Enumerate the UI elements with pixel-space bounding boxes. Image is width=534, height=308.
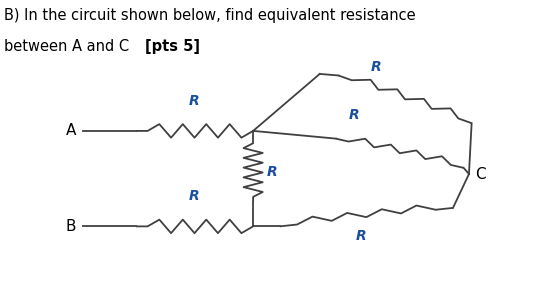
Text: [pts 5]: [pts 5] — [145, 38, 200, 54]
Text: between A and C: between A and C — [4, 38, 134, 54]
Text: R: R — [356, 229, 366, 243]
Text: A: A — [66, 124, 76, 138]
Text: R: R — [189, 94, 200, 108]
Text: B: B — [66, 219, 76, 234]
Text: R: R — [371, 60, 381, 74]
Text: R: R — [349, 108, 360, 122]
Text: R: R — [266, 165, 277, 180]
Text: R: R — [189, 189, 200, 203]
Text: C: C — [475, 167, 486, 181]
Text: B) In the circuit shown below, find equivalent resistance: B) In the circuit shown below, find equi… — [4, 8, 416, 23]
